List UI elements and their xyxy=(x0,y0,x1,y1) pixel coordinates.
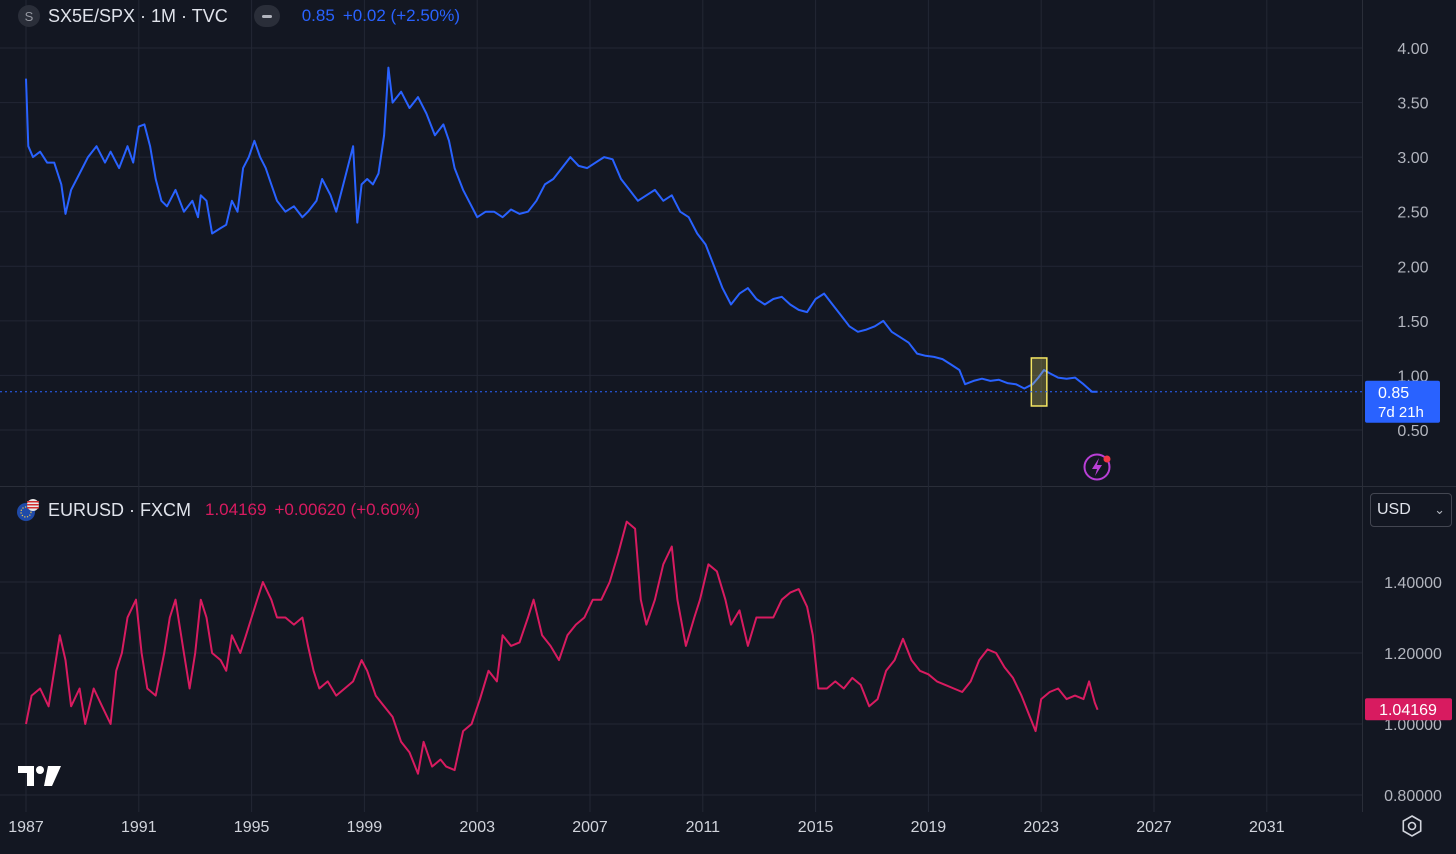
lightning-bolt-shape xyxy=(1092,458,1102,476)
bottom-symbol-title[interactable]: EURUSD · FXCM xyxy=(48,499,191,520)
highlight-rectangle[interactable] xyxy=(1030,357,1048,407)
top-pane-legend: S SX5E/SPX · 1M · TVC 0.85 +0.02 (+2.50%… xyxy=(18,5,460,27)
y-tick-label: 0.80000 xyxy=(1384,788,1442,805)
bottom-change-value: +0.00620 (+0.60%) xyxy=(274,500,421,519)
bottom-pane-legend: EURUSD · FXCM 1.04169 +0.00620 (+0.60%) xyxy=(16,498,420,522)
hide-series-button[interactable] xyxy=(253,5,280,27)
top-change-value: +0.02 (+2.50%) xyxy=(342,6,461,25)
eu-us-flag-icon xyxy=(17,499,39,521)
y-tick-label: 1.40000 xyxy=(1384,575,1442,592)
bottom-last-value: 1.04169 xyxy=(205,500,267,519)
currency-select-value: USD xyxy=(1377,501,1411,518)
tradingview-logo-icon[interactable] xyxy=(18,764,62,793)
eurusd-last-price-label[interactable] xyxy=(1365,698,1452,721)
x-tick-label: 2023 xyxy=(1023,819,1059,836)
eurusd-last-price-text: 1.04169 xyxy=(1379,702,1437,719)
minus-icon xyxy=(261,14,272,18)
x-tick-label: 1999 xyxy=(347,819,383,836)
currency-select[interactable]: USD ⌄ xyxy=(1370,493,1452,527)
y-tick-label: 1.00000 xyxy=(1384,717,1442,734)
y-tick-label: 2.50 xyxy=(1397,205,1428,222)
settings-gear-icon[interactable] xyxy=(1400,814,1424,843)
last-price-label[interactable] xyxy=(1365,380,1440,423)
chevron-down-icon: ⌄ xyxy=(1434,502,1445,517)
x-tick-label: 2007 xyxy=(572,819,608,836)
top-last-value: 0.85 xyxy=(301,6,335,25)
y-tick-label: 3.00 xyxy=(1397,150,1428,167)
y-tick-label: 1.20000 xyxy=(1384,646,1442,663)
x-tick-label: 2019 xyxy=(911,819,947,836)
y-tick-label: 1.50 xyxy=(1397,314,1428,331)
y-tick-label: 0.50 xyxy=(1397,423,1428,440)
y-tick-label: 3.50 xyxy=(1397,96,1428,113)
top-symbol-title[interactable]: SX5E/SPX · 1M · TVC xyxy=(48,5,228,26)
series-line-sx5e-spx[interactable] xyxy=(25,66,1098,393)
y-tick-label: 4.00 xyxy=(1397,41,1428,58)
bar-countdown-text: 7d 21h xyxy=(1378,404,1424,421)
series-line-eurusd[interactable] xyxy=(25,520,1099,775)
x-tick-label: 1987 xyxy=(8,819,44,836)
last-price-text: 0.85 xyxy=(1378,385,1409,402)
x-tick-label: 1991 xyxy=(121,819,157,836)
x-tick-label: 2015 xyxy=(798,819,834,836)
y-tick-label: 2.00 xyxy=(1397,259,1428,276)
symbol-badge[interactable]: S xyxy=(18,5,40,27)
x-tick-label: 2027 xyxy=(1136,819,1172,836)
x-tick-label: 2003 xyxy=(459,819,495,836)
lightning-alert-icon[interactable] xyxy=(1083,453,1111,481)
x-tick-label: 2031 xyxy=(1249,819,1285,836)
notification-dot xyxy=(1103,455,1111,463)
x-tick-label: 2011 xyxy=(686,819,721,836)
x-tick-label: 1995 xyxy=(234,819,270,836)
